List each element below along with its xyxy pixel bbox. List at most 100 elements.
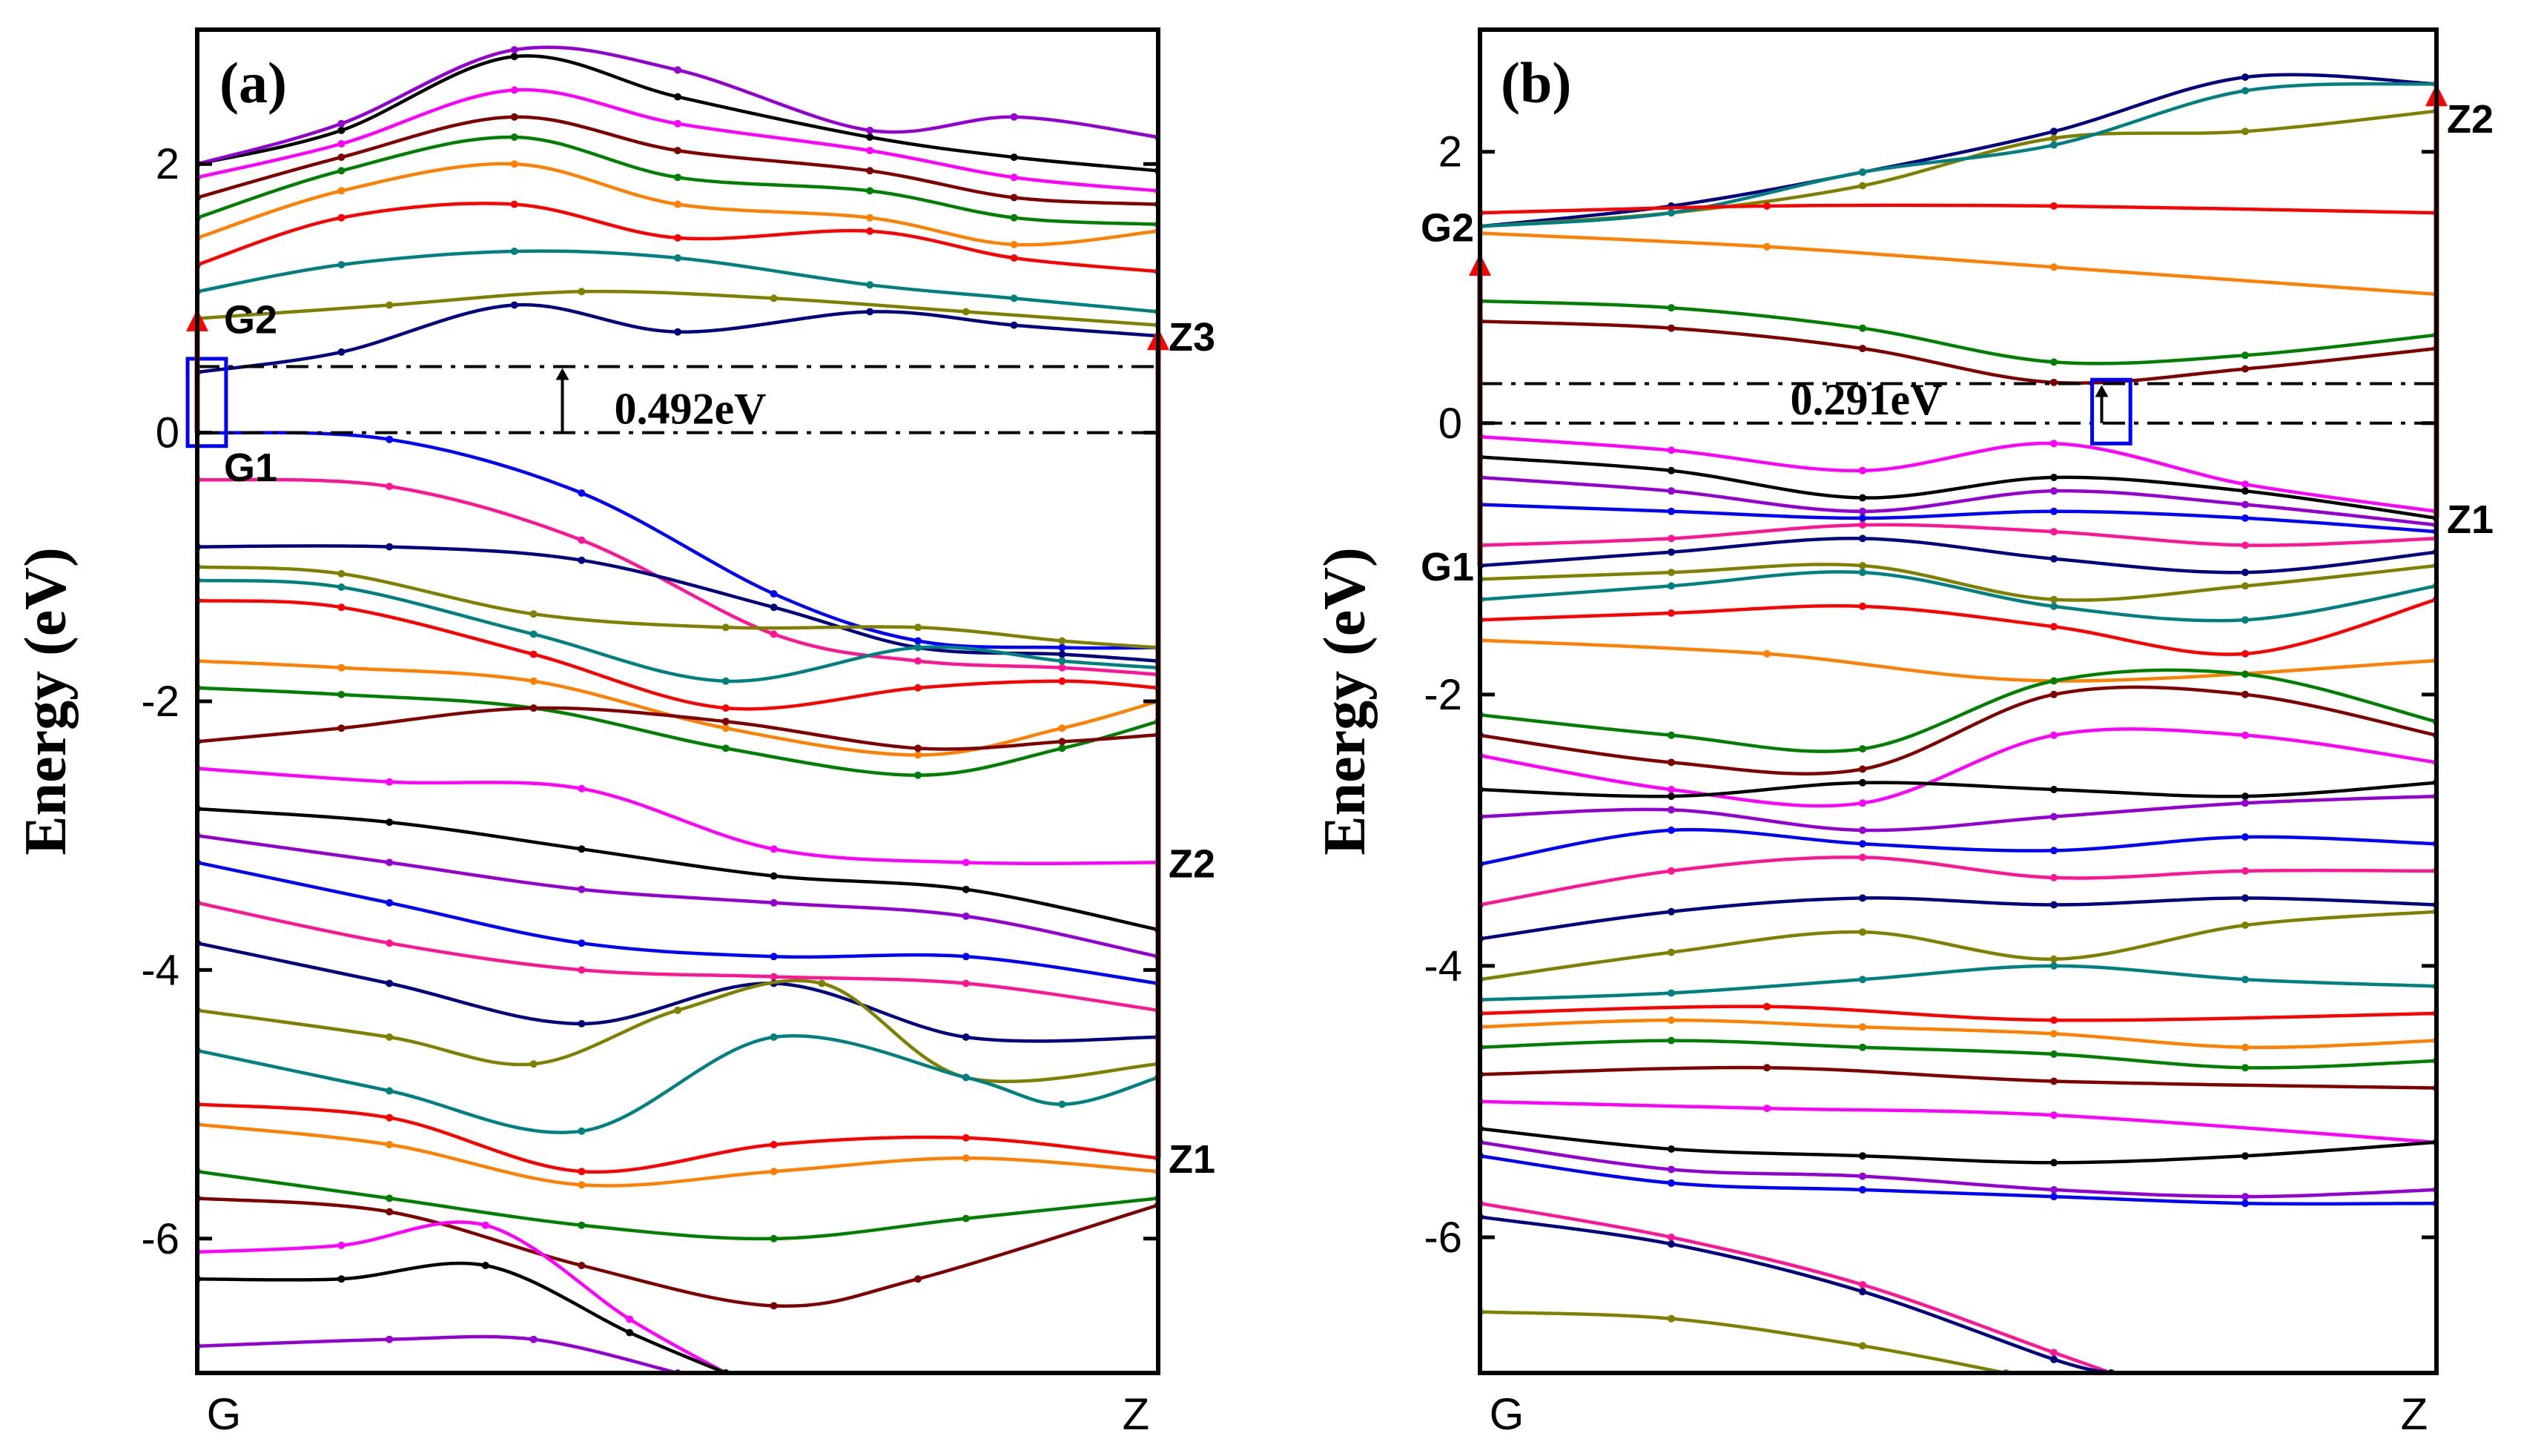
band-line-b-v13 [1480, 727, 2436, 808]
panel-label-a: (a) [219, 50, 287, 115]
band-point-b-v7-2 [1859, 562, 1866, 569]
band-point-a-v18-1 [386, 1113, 394, 1122]
band-lines-a [197, 45, 1158, 1373]
band-point-a-c7-3 [674, 147, 681, 155]
panel-label-b: (b) [1501, 50, 1571, 115]
band-point-a-v4-1 [337, 569, 346, 578]
band-point-a-c3-1 [337, 261, 346, 269]
band-point-a-c3-2 [510, 248, 518, 255]
band-point-a-v3-1 [386, 543, 394, 551]
band-point-a-v12-4 [962, 912, 970, 920]
y-tick-label-b-4: -6 [1424, 1214, 1462, 1262]
band-point-b-c5-2 [2050, 263, 2058, 271]
band-line-b-v28 [1480, 1154, 2436, 1206]
band-point-a-c9-2 [510, 53, 518, 61]
band-point-b-v1-3 [2050, 440, 2058, 448]
band-point-a-c1-3 [674, 328, 681, 336]
band-point-a-c3-3 [674, 254, 681, 262]
band-point-a-v10-1 [386, 778, 394, 786]
band-point-b-v31-1 [1668, 1314, 1675, 1323]
band-point-a-v20-2 [578, 1221, 586, 1229]
band-point-b-v27-3 [2050, 1185, 2058, 1194]
band-point-a-c4-3 [674, 234, 681, 242]
band-point-a-v1-2 [578, 489, 586, 497]
band-point-b-v8-3 [2050, 602, 2058, 610]
band-point-a-v8-1 [337, 690, 346, 698]
band-point-a-v2-5 [1058, 664, 1066, 672]
band-line-b-v9 [1480, 598, 2436, 656]
band-point-b-c2-4 [2241, 128, 2249, 136]
highlight-box-b [2090, 377, 2132, 446]
band-point-a-v16-3 [674, 1006, 681, 1014]
kpoint-label-b-G1: G1 [1421, 545, 1474, 589]
x-tick-label-a-Z: Z [1123, 1389, 1150, 1439]
band-point-a-v1-1 [386, 435, 394, 443]
band-line-a-v22 [197, 1220, 727, 1373]
band-point-b-v17-1 [1668, 867, 1675, 875]
panel-a: 0.492eV 2 0 -2 -4 -6 G Z Energy (eV) (a) G2 G1 Z3 Z2 Z… [13, 27, 1215, 1439]
band-point-a-v19-2 [578, 1181, 586, 1189]
band-point-a-v14-1 [386, 939, 394, 947]
band-line-b-v2 [1480, 455, 2436, 520]
band-point-a-c5-5 [1010, 240, 1018, 248]
band-point-a-c5-3 [674, 200, 681, 208]
band-point-a-v8-5 [1058, 744, 1066, 752]
band-point-a-c4-4 [866, 227, 874, 235]
band-point-a-v5-1 [337, 583, 346, 591]
band-point-a-c6-4 [866, 187, 874, 195]
band-point-a-v3-3 [770, 603, 778, 612]
band-point-a-v1-5 [1058, 643, 1066, 652]
band-point-b-v19-3 [2050, 955, 2058, 963]
band-point-b-c2-2 [1859, 182, 1866, 190]
band-point-a-v21-4 [914, 1275, 922, 1283]
band-point-a-c6-5 [1010, 214, 1018, 222]
band-point-b-v13-3 [2050, 731, 2058, 739]
band-line-b-c3 [1480, 82, 2436, 228]
band-point-b-v7-1 [1668, 569, 1675, 577]
band-point-a-v12-1 [386, 858, 394, 867]
band-point-a-v17-4 [962, 1073, 970, 1082]
band-point-a-v2-4 [914, 657, 922, 665]
band-point-b-v17-4 [2241, 867, 2249, 875]
band-point-b-v28-4 [2241, 1199, 2249, 1208]
band-point-a-v1-3 [770, 590, 778, 598]
band-point-a-v14-3 [770, 973, 778, 981]
band-point-b-v18-4 [2241, 894, 2249, 902]
band-line-b-v15 [1480, 794, 2436, 833]
band-point-a-c4-5 [1010, 254, 1018, 262]
band-point-a-c7-2 [510, 113, 518, 121]
band-point-a-v22-1 [337, 1241, 346, 1249]
band-point-a-v13-2 [578, 939, 586, 947]
band-line-a-v15 [197, 941, 1158, 1043]
band-point-b-v6-2 [1859, 535, 1866, 543]
band-point-a-v22-3 [626, 1315, 634, 1323]
band-line-a-v20 [197, 1169, 1158, 1241]
band-point-b-v30-1 [1668, 1240, 1675, 1248]
band-point-b-v26-1 [1668, 1145, 1675, 1153]
band-point-a-c8-3 [674, 119, 681, 128]
band-line-b-v7 [1480, 563, 2436, 602]
band-point-a-v16-4 [818, 979, 826, 987]
band-point-a-v15-4 [962, 1033, 970, 1041]
plot-frame-b [1478, 27, 2439, 1375]
band-point-a-v20-4 [962, 1214, 970, 1222]
band-point-b-c6-1 [1668, 304, 1675, 312]
kpoint-label-b-Z1: Z1 [2447, 497, 2494, 542]
band-point-b-v12-2 [1859, 765, 1866, 773]
x-tick-label-b-G: G [1490, 1389, 1524, 1439]
kpoint-label-a-Z1: Z1 [1169, 1137, 1215, 1182]
band-point-a-v6-5 [1058, 677, 1066, 685]
x-tick-label-a-G: G [207, 1389, 242, 1439]
y-axis-title-a: Energy (eV) [13, 547, 79, 855]
band-line-b-c5 [1480, 231, 2436, 297]
band-point-a-v14-2 [578, 966, 586, 974]
band-point-a-c5-1 [337, 187, 346, 195]
band-point-a-v10-3 [770, 845, 778, 853]
band-point-b-v22-1 [1668, 1016, 1675, 1025]
band-line-b-c4 [1480, 203, 2436, 215]
band-point-a-v11-4 [962, 885, 970, 893]
gap-arrow-head-a [555, 368, 569, 380]
band-point-b-v14-1 [1668, 792, 1675, 801]
band-point-a-v17-3 [770, 1033, 778, 1041]
band-point-b-v21-2 [2050, 1016, 2058, 1025]
